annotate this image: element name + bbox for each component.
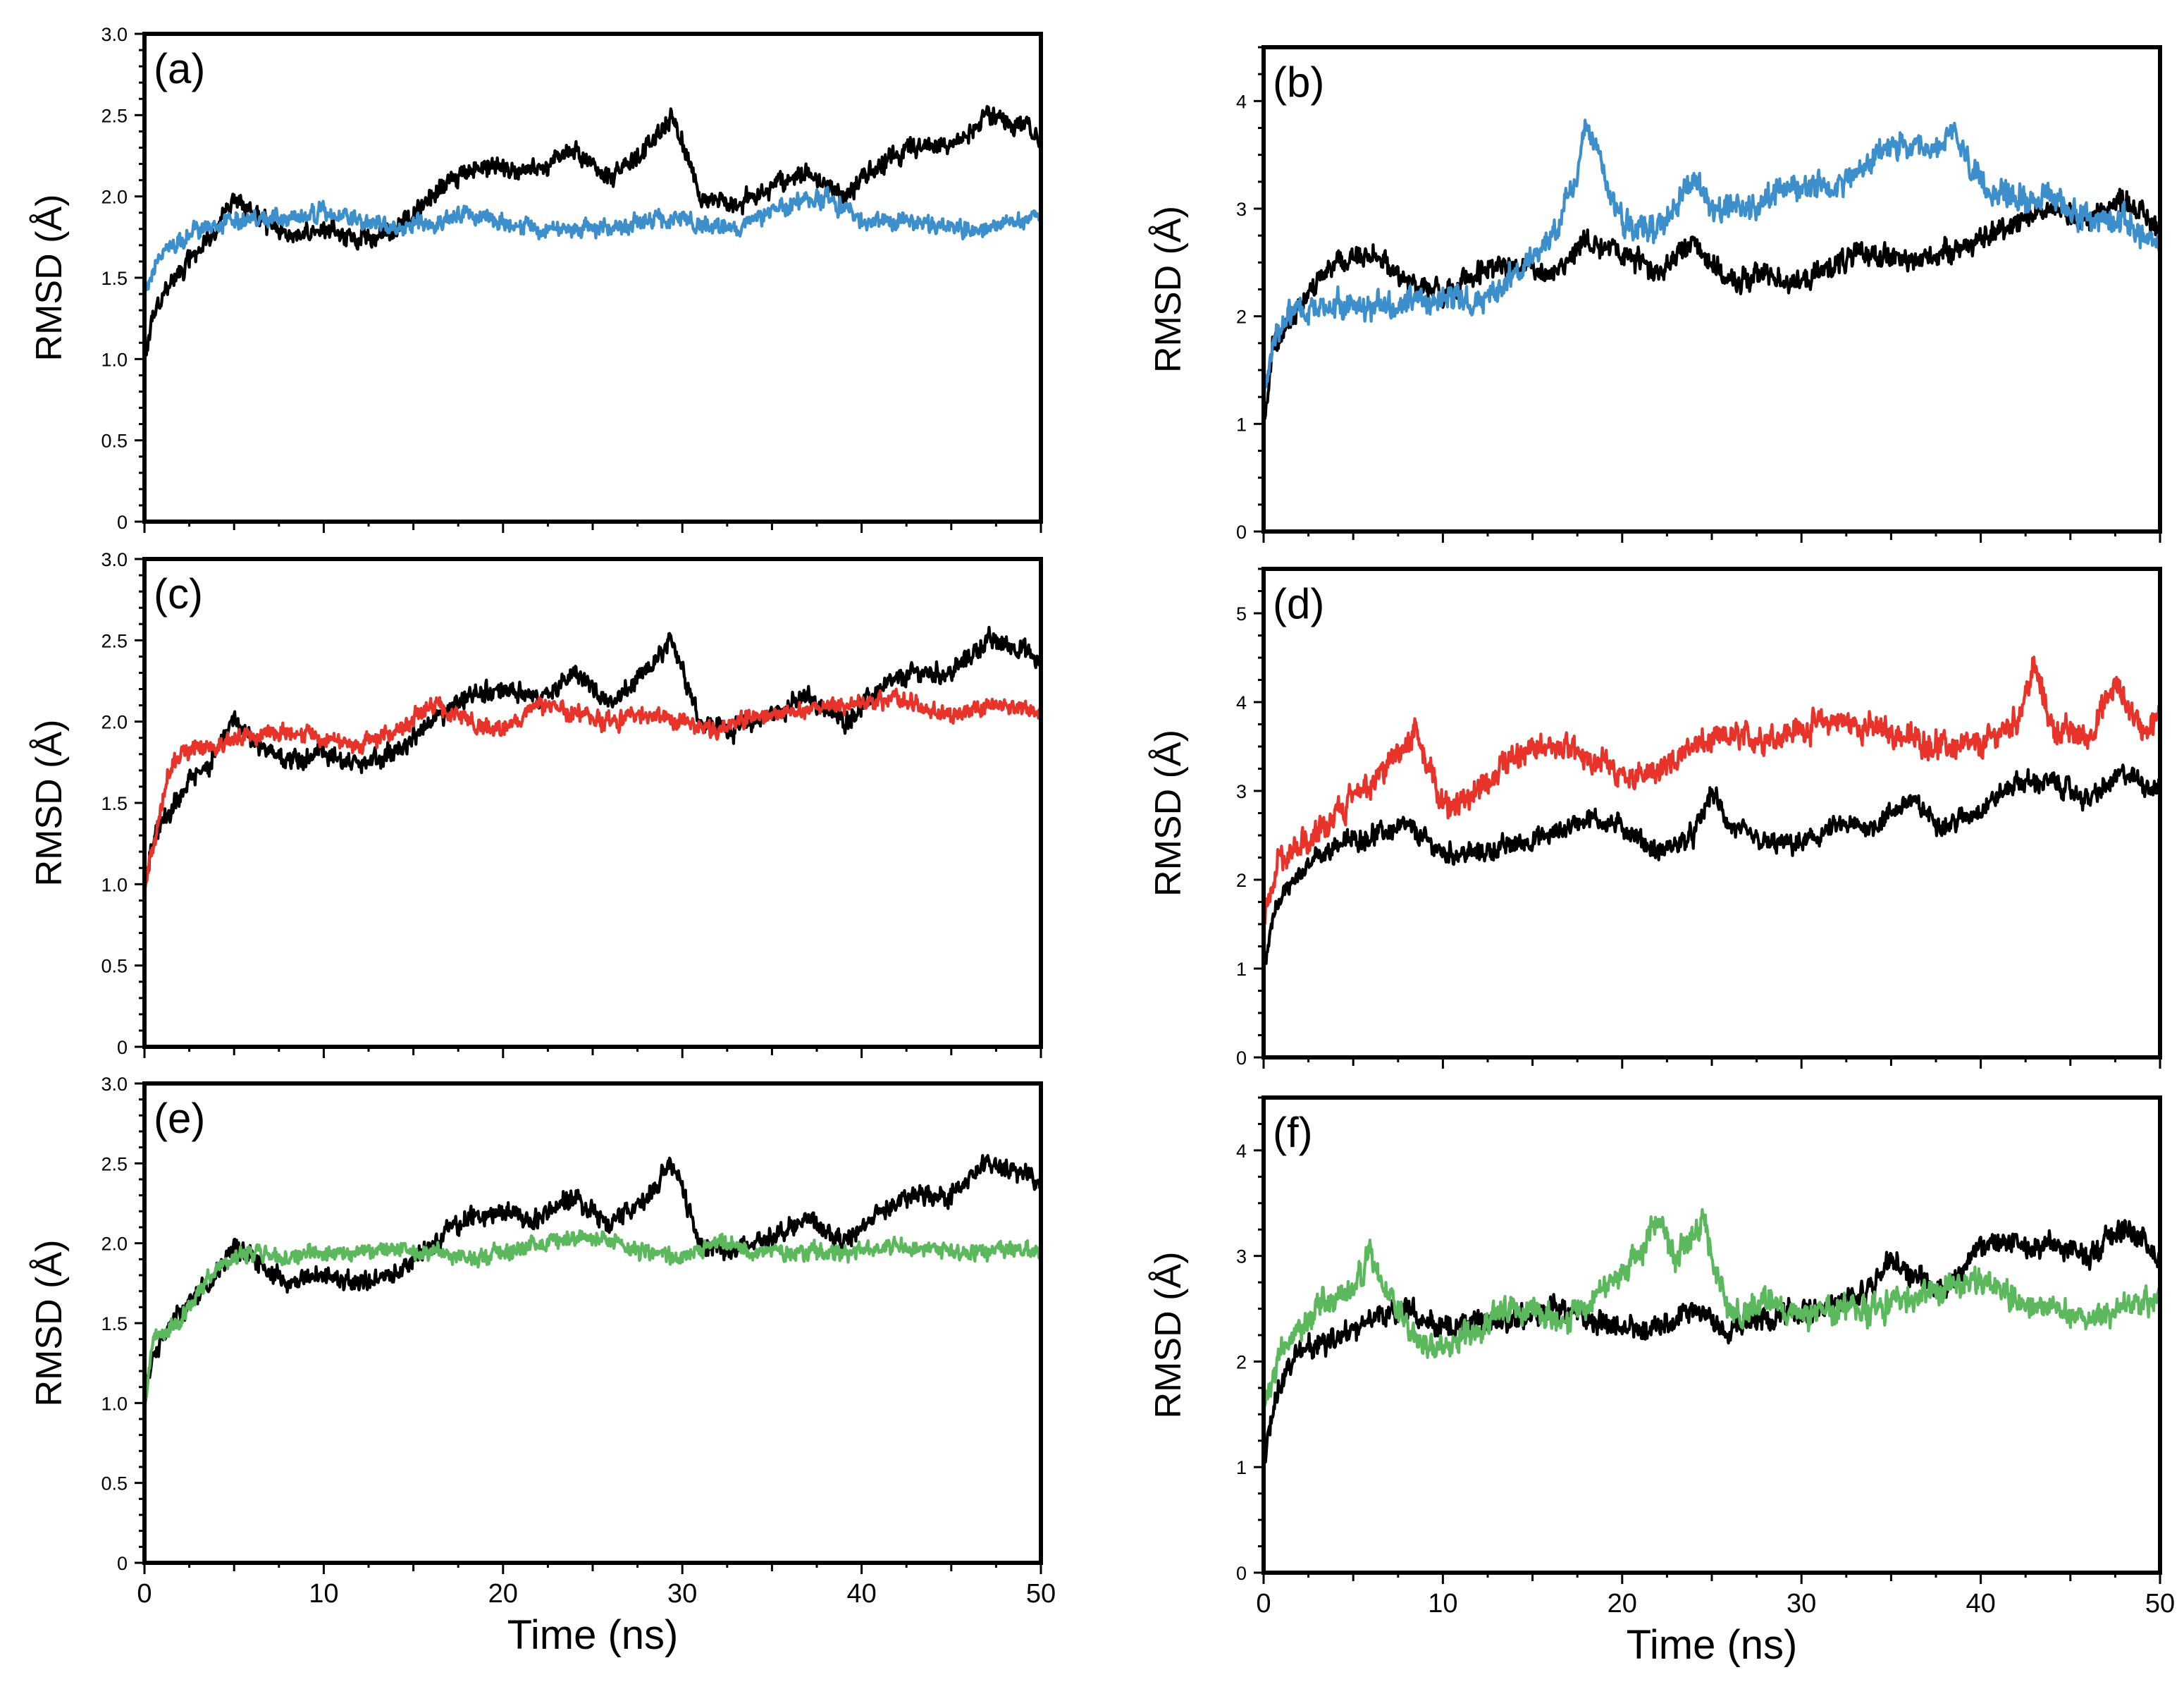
y-tick-label: 1.0	[101, 349, 128, 370]
plot-frame-b	[1261, 45, 2162, 534]
y-axis-label: RMSD (Å)	[29, 720, 70, 887]
x-tick-label: 20	[1608, 1589, 1637, 1619]
y-axis-label: RMSD (Å)	[1148, 206, 1189, 373]
series-line-d-reference	[1261, 763, 2162, 971]
panel-label-e: (e)	[154, 1095, 205, 1142]
y-tick-label: 3.0	[101, 549, 128, 570]
panel-label-a: (a)	[154, 45, 205, 92]
y-tick-label: 3	[1236, 781, 1247, 802]
series-line-f-reference	[1262, 1219, 2162, 1464]
x-tick-label: 30	[1787, 1589, 1816, 1619]
chart-panel-a: 0 0.5 1.0 1.5 2.0 2.5 3.0 RMSD (Å) (a)	[29, 24, 1043, 533]
y-tick-label: 3	[1236, 199, 1247, 220]
y-tick-label: 0.5	[101, 1473, 128, 1494]
y-tick-label: 1	[1236, 959, 1247, 980]
series-line-e-complex	[142, 1229, 1042, 1407]
chart-panel-c: 0 0.5 1.0 1.5 2.0 2.5 3.0 RMSD (Å) (c)	[29, 549, 1043, 1058]
y-tick-label: 0.5	[101, 431, 128, 452]
y-tick-label: 4	[1236, 692, 1247, 713]
y-axis-label: RMSD (Å)	[1148, 730, 1189, 897]
y-tick-label: 1.0	[101, 1393, 128, 1414]
y-tick-label: 2	[1236, 307, 1247, 328]
panel-label-b: (b)	[1273, 59, 1324, 106]
y-tick-label: 4	[1236, 1141, 1247, 1162]
chart-panel-d: 0 1 2 3 4 5 RMSD (Å) (d)	[1148, 567, 2162, 1069]
series-line-c-reference	[143, 625, 1042, 884]
x-axis-label: Time (ns)	[507, 1612, 679, 1658]
y-axis-label: RMSD (Å)	[29, 1240, 70, 1407]
plot-frame-a	[142, 32, 1043, 524]
y-tick-label: 2	[1236, 870, 1247, 891]
y-tick-label: 1.5	[101, 268, 128, 289]
series-line-b-reference	[1261, 188, 2161, 423]
x-tick-label: 30	[667, 1579, 697, 1609]
plot-frame-e	[142, 1081, 1043, 1565]
x-tick-label: 0	[1256, 1589, 1271, 1619]
series-line-e-reference	[142, 1154, 1043, 1413]
y-tick-label: 2.5	[101, 1153, 128, 1174]
y-tick-label: 0	[1236, 1563, 1247, 1584]
y-tick-label: 1.0	[101, 874, 128, 895]
y-tick-label: 1.5	[101, 793, 128, 814]
series-line-a-reference	[142, 104, 1043, 360]
series-line-c-complex	[142, 687, 1042, 894]
y-tick-label: 2	[1236, 1351, 1247, 1372]
y-tick-label: 0	[117, 1037, 128, 1058]
chart-panel-b: 0 1 2 3 4 RMSD (Å) (b)	[1148, 45, 2162, 543]
y-tick-label: 2.5	[101, 105, 128, 126]
y-tick-label: 1	[1236, 414, 1247, 435]
y-tick-label: 5	[1236, 603, 1247, 625]
y-tick-label: 1.5	[101, 1313, 128, 1334]
x-tick-label: 40	[1966, 1589, 1995, 1619]
plot-frame-f	[1261, 1095, 2162, 1575]
x-tick-label: 0	[137, 1579, 152, 1609]
y-tick-label: 0	[117, 512, 128, 533]
y-tick-label: 1	[1236, 1457, 1247, 1478]
y-tick-label: 0.5	[101, 956, 128, 977]
y-tick-label: 0	[117, 1553, 128, 1574]
chart-panel-e: 0 0.5 1.0 1.5 2.0 2.5 3.0 0 10 20 30 40 50 RMSD (Å) Ti…	[29, 1074, 1056, 1658]
panel-label-f: (f)	[1273, 1109, 1313, 1156]
y-tick-label: 0	[1236, 1048, 1247, 1069]
y-tick-label: 3.0	[101, 24, 128, 45]
plot-frame-d	[1261, 567, 2162, 1060]
y-tick-label: 2.0	[101, 712, 128, 733]
y-tick-label: 3.0	[101, 1074, 128, 1095]
plot-frame-c	[142, 557, 1043, 1049]
y-tick-label: 3	[1236, 1246, 1247, 1267]
panel-label-d: (d)	[1273, 580, 1324, 627]
panel-label-c: (c)	[154, 570, 203, 618]
series-line-b-complex	[1261, 118, 2162, 396]
y-axis-label: RMSD (Å)	[29, 195, 70, 362]
x-axis-label: Time (ns)	[1627, 1622, 1798, 1668]
x-tick-label: 20	[488, 1579, 518, 1609]
x-tick-label: 50	[1026, 1579, 1056, 1609]
x-tick-label: 10	[1428, 1589, 1457, 1619]
series-line-f-complex	[1261, 1208, 2162, 1410]
y-tick-label: 2.0	[101, 187, 128, 208]
series-line-a-complex	[142, 185, 1042, 293]
y-tick-label: 4	[1236, 91, 1247, 112]
x-tick-label: 10	[309, 1579, 338, 1609]
x-tick-label: 50	[2145, 1589, 2175, 1619]
y-tick-label: 2.0	[101, 1234, 128, 1255]
y-axis-label: RMSD (Å)	[1148, 1252, 1189, 1419]
y-tick-label: 2.5	[101, 630, 128, 651]
series-line-d-complex	[1261, 656, 2162, 926]
y-tick-label: 0	[1236, 522, 1247, 543]
x-tick-label: 40	[846, 1579, 876, 1609]
